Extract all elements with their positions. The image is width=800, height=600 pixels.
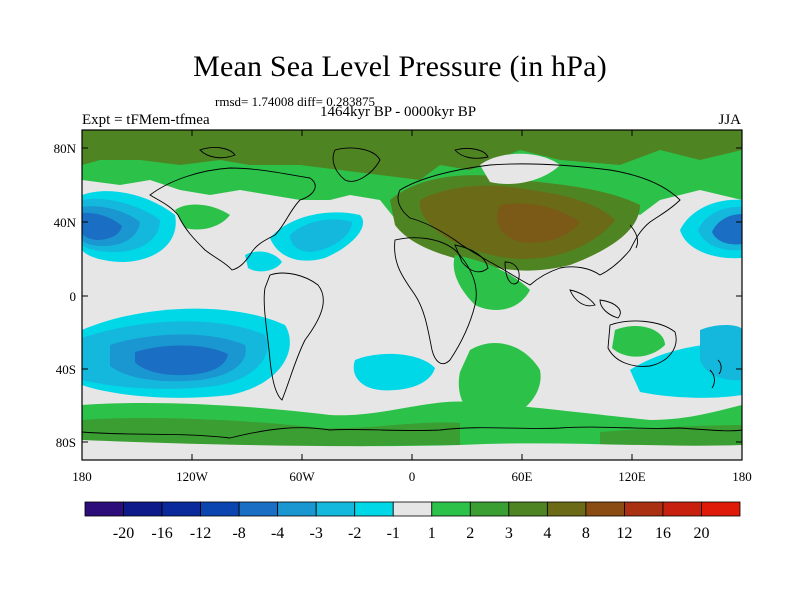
- colorbar-label: -20: [113, 525, 134, 542]
- south-indian-low-l2: [700, 325, 742, 381]
- colorbar-label: 4: [543, 525, 551, 542]
- season-label: JJA: [718, 112, 741, 128]
- colorbar-label: -16: [151, 525, 172, 542]
- colorbar-swatch: [469, 501, 510, 517]
- lon-tick-label: 180: [72, 469, 92, 484]
- period-label: 1464kyr BP - 0000kyr BP: [320, 104, 477, 120]
- colorbar-label: 12: [616, 525, 632, 542]
- lat-tick-label: 40N: [54, 215, 77, 230]
- north-atlantic-low-l2: [290, 219, 352, 252]
- colorbar-label: 3: [505, 525, 513, 542]
- south-atlantic-positive: [458, 342, 541, 422]
- colorbar-label: 16: [655, 525, 671, 542]
- lat-tick-label: 80S: [56, 435, 76, 450]
- australia-positive: [612, 325, 665, 357]
- lon-tick-label: 60W: [289, 469, 315, 484]
- colorbar-swatch: [315, 501, 356, 517]
- southern-ocean-positive-l3: [600, 425, 742, 448]
- lon-tick-label: 120E: [618, 469, 646, 484]
- colorbar-label: 1: [428, 525, 436, 542]
- antarctic-neutral: [82, 440, 742, 460]
- colorbar-swatch: [238, 501, 279, 517]
- longitude-axis: 180 120W 60W 0 60E 120E 180: [72, 130, 752, 484]
- colorbar-label: -3: [310, 525, 323, 542]
- coastlines: [82, 147, 742, 439]
- south-pacific-low-l4: [135, 345, 228, 376]
- caribbean-low: [245, 251, 282, 272]
- colorbar-label: 20: [693, 525, 709, 542]
- lon-tick-label: 120W: [176, 469, 209, 484]
- eurasia-anomaly-level5: [496, 203, 580, 243]
- colorbar-swatch: [662, 501, 702, 517]
- colorbar-swatch: [200, 501, 240, 517]
- colorbar-swatch: [546, 501, 587, 517]
- colorbar-swatch: [354, 501, 394, 517]
- colorbar-swatch: [508, 501, 548, 517]
- stats-label: rmsd= 1.74008 diff= 0.283875: [215, 94, 375, 109]
- gulf-positive: [175, 204, 230, 230]
- colorbar-swatch: [123, 501, 163, 517]
- latitude-axis: 80N 40N 0 40S 80S: [54, 141, 742, 450]
- lon-tick-label: 180: [732, 469, 752, 484]
- south-atlantic-low: [353, 353, 435, 391]
- southern-ocean-positive-l2: [82, 417, 460, 447]
- experiment-label: Expt = tFMem-tfmea: [82, 112, 210, 128]
- colorbar-label: -2: [348, 525, 361, 542]
- colorbar-swatch: [431, 501, 471, 517]
- colorbar-swatch: [392, 501, 433, 517]
- lon-tick-label: 60E: [512, 469, 533, 484]
- anomaly-north-level3: [82, 130, 742, 180]
- lat-tick-label: 0: [70, 289, 77, 304]
- colorbar-label: -1: [387, 525, 400, 542]
- arctic-neutral-patch: [480, 153, 560, 185]
- colorbar-swatch: [84, 501, 124, 517]
- colorbar: -20 -16 -12 -8 -4 -3 -2 -1 1 2 3 4 8 12 16 20: [84, 501, 741, 542]
- colorbar-swatch: [624, 501, 664, 517]
- colorbar-label: -8: [232, 525, 245, 542]
- colorbar-label: -4: [271, 525, 284, 542]
- colorbar-swatch: [277, 501, 317, 517]
- colorbar-swatch: [161, 501, 201, 517]
- lat-tick-label: 80N: [54, 141, 77, 156]
- colorbar-label: 2: [466, 525, 474, 542]
- colorbar-swatch: [585, 501, 625, 517]
- north-pacific-east-l3: [712, 214, 742, 245]
- colorbar-label: -12: [190, 525, 211, 542]
- lon-tick-label: 0: [409, 469, 416, 484]
- lat-tick-label: 40S: [56, 362, 76, 377]
- north-pacific-low-l4: [82, 212, 122, 240]
- pressure-field: [82, 130, 742, 460]
- colorbar-label: 8: [582, 525, 590, 542]
- indian-ocean-positive: [453, 255, 530, 310]
- colorbar-swatch: [701, 501, 741, 517]
- map-title: Mean Sea Level Pressure (in hPa): [193, 50, 607, 83]
